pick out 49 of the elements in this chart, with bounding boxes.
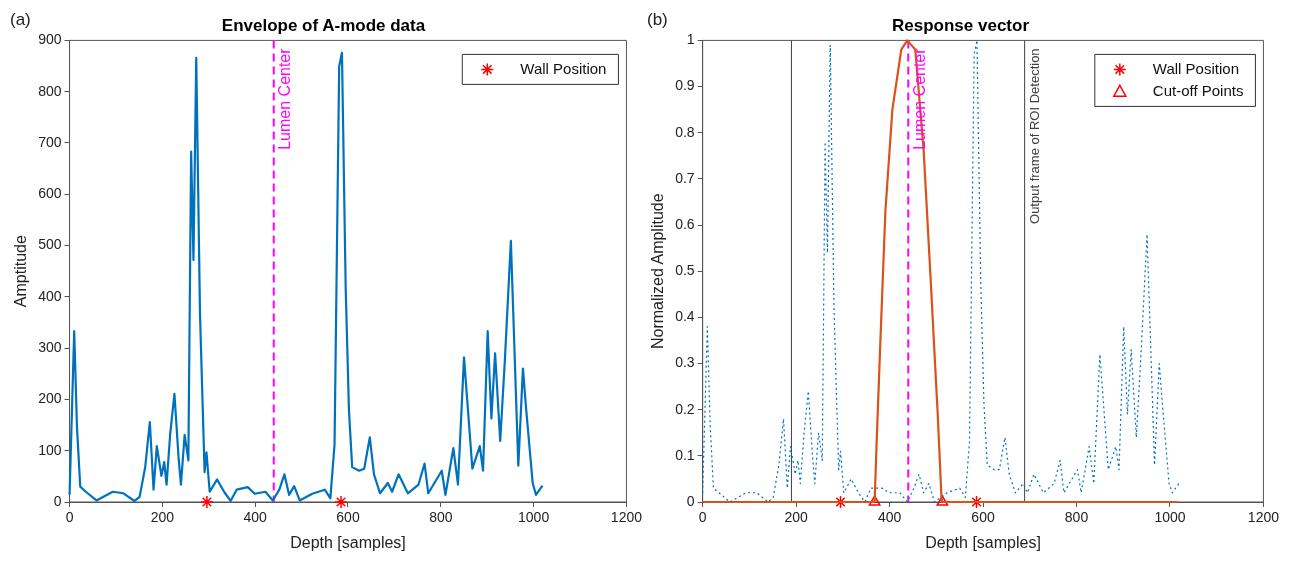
x-tick-label: 1200: [1247, 509, 1280, 526]
y-tick-label: 0.6: [675, 215, 695, 232]
y-tick-label: 0.1: [675, 446, 695, 463]
ref-line-label: Output frame of ROI Detection: [1026, 48, 1042, 224]
y-tick-label: 0: [686, 492, 695, 509]
y-tick-label: 400: [38, 287, 62, 304]
y-tick-label: 700: [38, 133, 62, 150]
x-tick-label: 0: [65, 509, 74, 526]
text: (a): [10, 10, 31, 30]
x-tick-label: 400: [243, 509, 268, 526]
y-tick-label: 0.4: [675, 308, 695, 325]
y-tick-label: 1: [686, 31, 695, 48]
x-tick-label: 800: [1064, 509, 1089, 526]
chart-title: Response vector: [892, 15, 1030, 35]
y-tick-label: 0.3: [675, 354, 695, 371]
y-tick-label: 800: [38, 82, 62, 99]
x-axis-title: Depth [samples]: [290, 533, 406, 551]
x-tick-label: 400: [877, 509, 902, 526]
x-tick-label: 1000: [518, 509, 550, 526]
y-tick-label: 0: [53, 492, 62, 509]
y-tick-label: 300: [38, 338, 62, 355]
legend-label: Cut-off Points: [1152, 81, 1244, 99]
y-axis-title: Amptitude: [12, 235, 30, 308]
y-axis-title: Normalized Amplitude: [649, 193, 667, 350]
x-tick-label: 200: [784, 509, 809, 526]
legend-label: Wall Position: [1152, 59, 1239, 77]
chart-title: Envelope of A-mode data: [221, 15, 426, 35]
x-axis-title: Depth [samples]: [925, 533, 1041, 551]
y-tick-label: 900: [38, 31, 62, 48]
y-tick-label: 600: [38, 185, 62, 202]
text: (b): [647, 10, 668, 30]
x-tick-label: 200: [150, 509, 175, 526]
y-tick-label: 100: [38, 441, 62, 458]
y-tick-label: 0.8: [675, 123, 695, 140]
y-tick-label: 0.2: [675, 400, 695, 417]
y-tick-label: 0.9: [675, 77, 695, 94]
legend-label: Wall Position: [520, 59, 607, 77]
y-tick-label: 0.7: [675, 169, 695, 186]
y-tick-label: 500: [38, 236, 62, 253]
y-tick-label: 200: [38, 390, 62, 407]
y-tick-label: 0.5: [675, 262, 695, 279]
x-tick-label: 0: [698, 509, 707, 526]
x-tick-label: 600: [971, 509, 995, 526]
x-tick-label: 800: [429, 509, 453, 526]
x-tick-label: 1000: [1154, 509, 1186, 526]
ref-line-label: Lumen Center: [276, 47, 294, 150]
x-tick-label: 600: [336, 509, 360, 526]
ref-line-label: Lumen Center: [910, 47, 928, 150]
x-tick-label: 1200: [610, 509, 643, 526]
